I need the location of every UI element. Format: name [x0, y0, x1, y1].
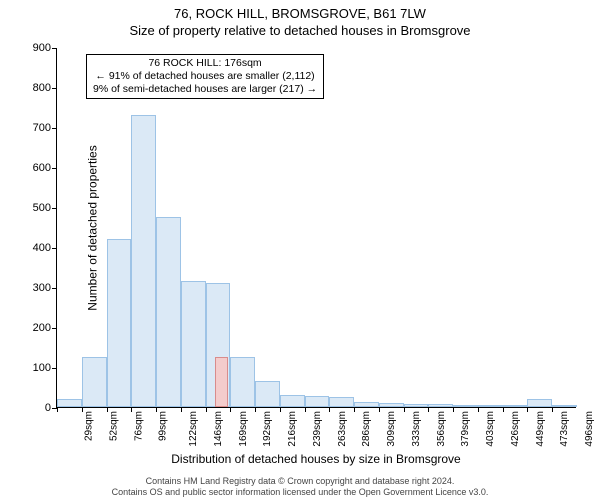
histogram-bar — [428, 404, 453, 407]
x-tick-label: 356sqm — [432, 411, 447, 447]
histogram-bar — [552, 405, 577, 407]
x-tick-label: 146sqm — [209, 411, 224, 447]
x-tick-label: 473sqm — [556, 411, 571, 447]
y-tick-mark — [52, 168, 57, 169]
x-tick-label: 379sqm — [457, 411, 472, 447]
histogram-bar — [280, 395, 305, 407]
x-tick-mark — [230, 407, 231, 412]
x-tick-label: 76sqm — [129, 411, 144, 441]
x-tick-mark — [181, 407, 182, 412]
plot-region: Number of detached properties 0100200300… — [56, 48, 576, 408]
x-tick-label: 496sqm — [580, 411, 595, 447]
x-tick-mark — [428, 407, 429, 412]
title-address: 76, ROCK HILL, BROMSGROVE, B61 7LW — [0, 0, 600, 21]
x-tick-label: 449sqm — [531, 411, 546, 447]
histogram-bar — [82, 357, 107, 407]
histogram-bar — [107, 239, 132, 407]
histogram-bar — [305, 396, 330, 407]
plot-area: 010020030040050060070080090029sqm52sqm76… — [56, 48, 576, 408]
histogram-bar — [379, 403, 404, 407]
x-tick-label: 333sqm — [407, 411, 422, 447]
x-tick-label: 169sqm — [234, 411, 249, 447]
x-axis-label: Distribution of detached houses by size … — [56, 452, 576, 466]
y-tick-mark — [52, 368, 57, 369]
x-tick-mark — [305, 407, 306, 412]
annotation-line1: 76 ROCK HILL: 176sqm — [93, 57, 317, 70]
histogram-bar — [453, 405, 478, 407]
x-tick-mark — [280, 407, 281, 412]
x-tick-label: 263sqm — [333, 411, 348, 447]
x-tick-mark — [156, 407, 157, 412]
x-tick-label: 239sqm — [308, 411, 323, 447]
footer: Contains HM Land Registry data © Crown c… — [0, 476, 600, 499]
x-tick-label: 426sqm — [506, 411, 521, 447]
footer-line1: Contains HM Land Registry data © Crown c… — [0, 476, 600, 487]
x-tick-label: 286sqm — [357, 411, 372, 447]
y-tick-mark — [52, 48, 57, 49]
y-tick-mark — [52, 328, 57, 329]
x-tick-label: 192sqm — [258, 411, 273, 447]
y-tick-mark — [52, 208, 57, 209]
x-tick-label: 403sqm — [481, 411, 496, 447]
x-tick-mark — [503, 407, 504, 412]
histogram-bar — [404, 404, 429, 407]
annotation-line2: ← 91% of detached houses are smaller (2,… — [93, 70, 317, 83]
y-tick-mark — [52, 288, 57, 289]
histogram-bar — [181, 281, 206, 407]
y-tick-mark — [52, 248, 57, 249]
x-tick-mark — [404, 407, 405, 412]
histogram-bar — [329, 397, 354, 407]
x-tick-mark — [57, 407, 58, 412]
x-tick-label: 99sqm — [154, 411, 169, 441]
histogram-bar — [354, 402, 379, 407]
x-tick-mark — [478, 407, 479, 412]
highlight-bar — [215, 357, 227, 407]
x-tick-label: 122sqm — [184, 411, 199, 447]
x-tick-mark — [255, 407, 256, 412]
y-tick-mark — [52, 128, 57, 129]
histogram-bar — [230, 357, 255, 407]
y-tick-mark — [52, 88, 57, 89]
histogram-bar — [57, 399, 82, 407]
figure: 76, ROCK HILL, BROMSGROVE, B61 7LW Size … — [0, 0, 600, 500]
x-tick-mark — [107, 407, 108, 412]
x-tick-label: 216sqm — [283, 411, 298, 447]
footer-line2: Contains OS and public sector informatio… — [0, 487, 600, 498]
x-tick-mark — [453, 407, 454, 412]
x-tick-mark — [131, 407, 132, 412]
annotation-line3: 9% of semi-detached houses are larger (2… — [93, 83, 317, 96]
annotation-box: 76 ROCK HILL: 176sqm ← 91% of detached h… — [86, 54, 324, 99]
histogram-bar — [478, 405, 503, 407]
x-tick-label: 29sqm — [80, 411, 95, 441]
x-tick-mark — [552, 407, 553, 412]
x-tick-mark — [379, 407, 380, 412]
x-tick-label: 309sqm — [382, 411, 397, 447]
histogram-bar — [527, 399, 552, 407]
x-tick-label: 52sqm — [104, 411, 119, 441]
title-subtitle: Size of property relative to detached ho… — [0, 21, 600, 38]
histogram-bar — [503, 405, 528, 407]
x-tick-mark — [82, 407, 83, 412]
histogram-bar — [131, 115, 156, 407]
histogram-bar — [255, 381, 280, 407]
x-tick-mark — [354, 407, 355, 412]
x-tick-mark — [206, 407, 207, 412]
x-tick-mark — [527, 407, 528, 412]
x-tick-mark — [329, 407, 330, 412]
histogram-bar — [156, 217, 181, 407]
